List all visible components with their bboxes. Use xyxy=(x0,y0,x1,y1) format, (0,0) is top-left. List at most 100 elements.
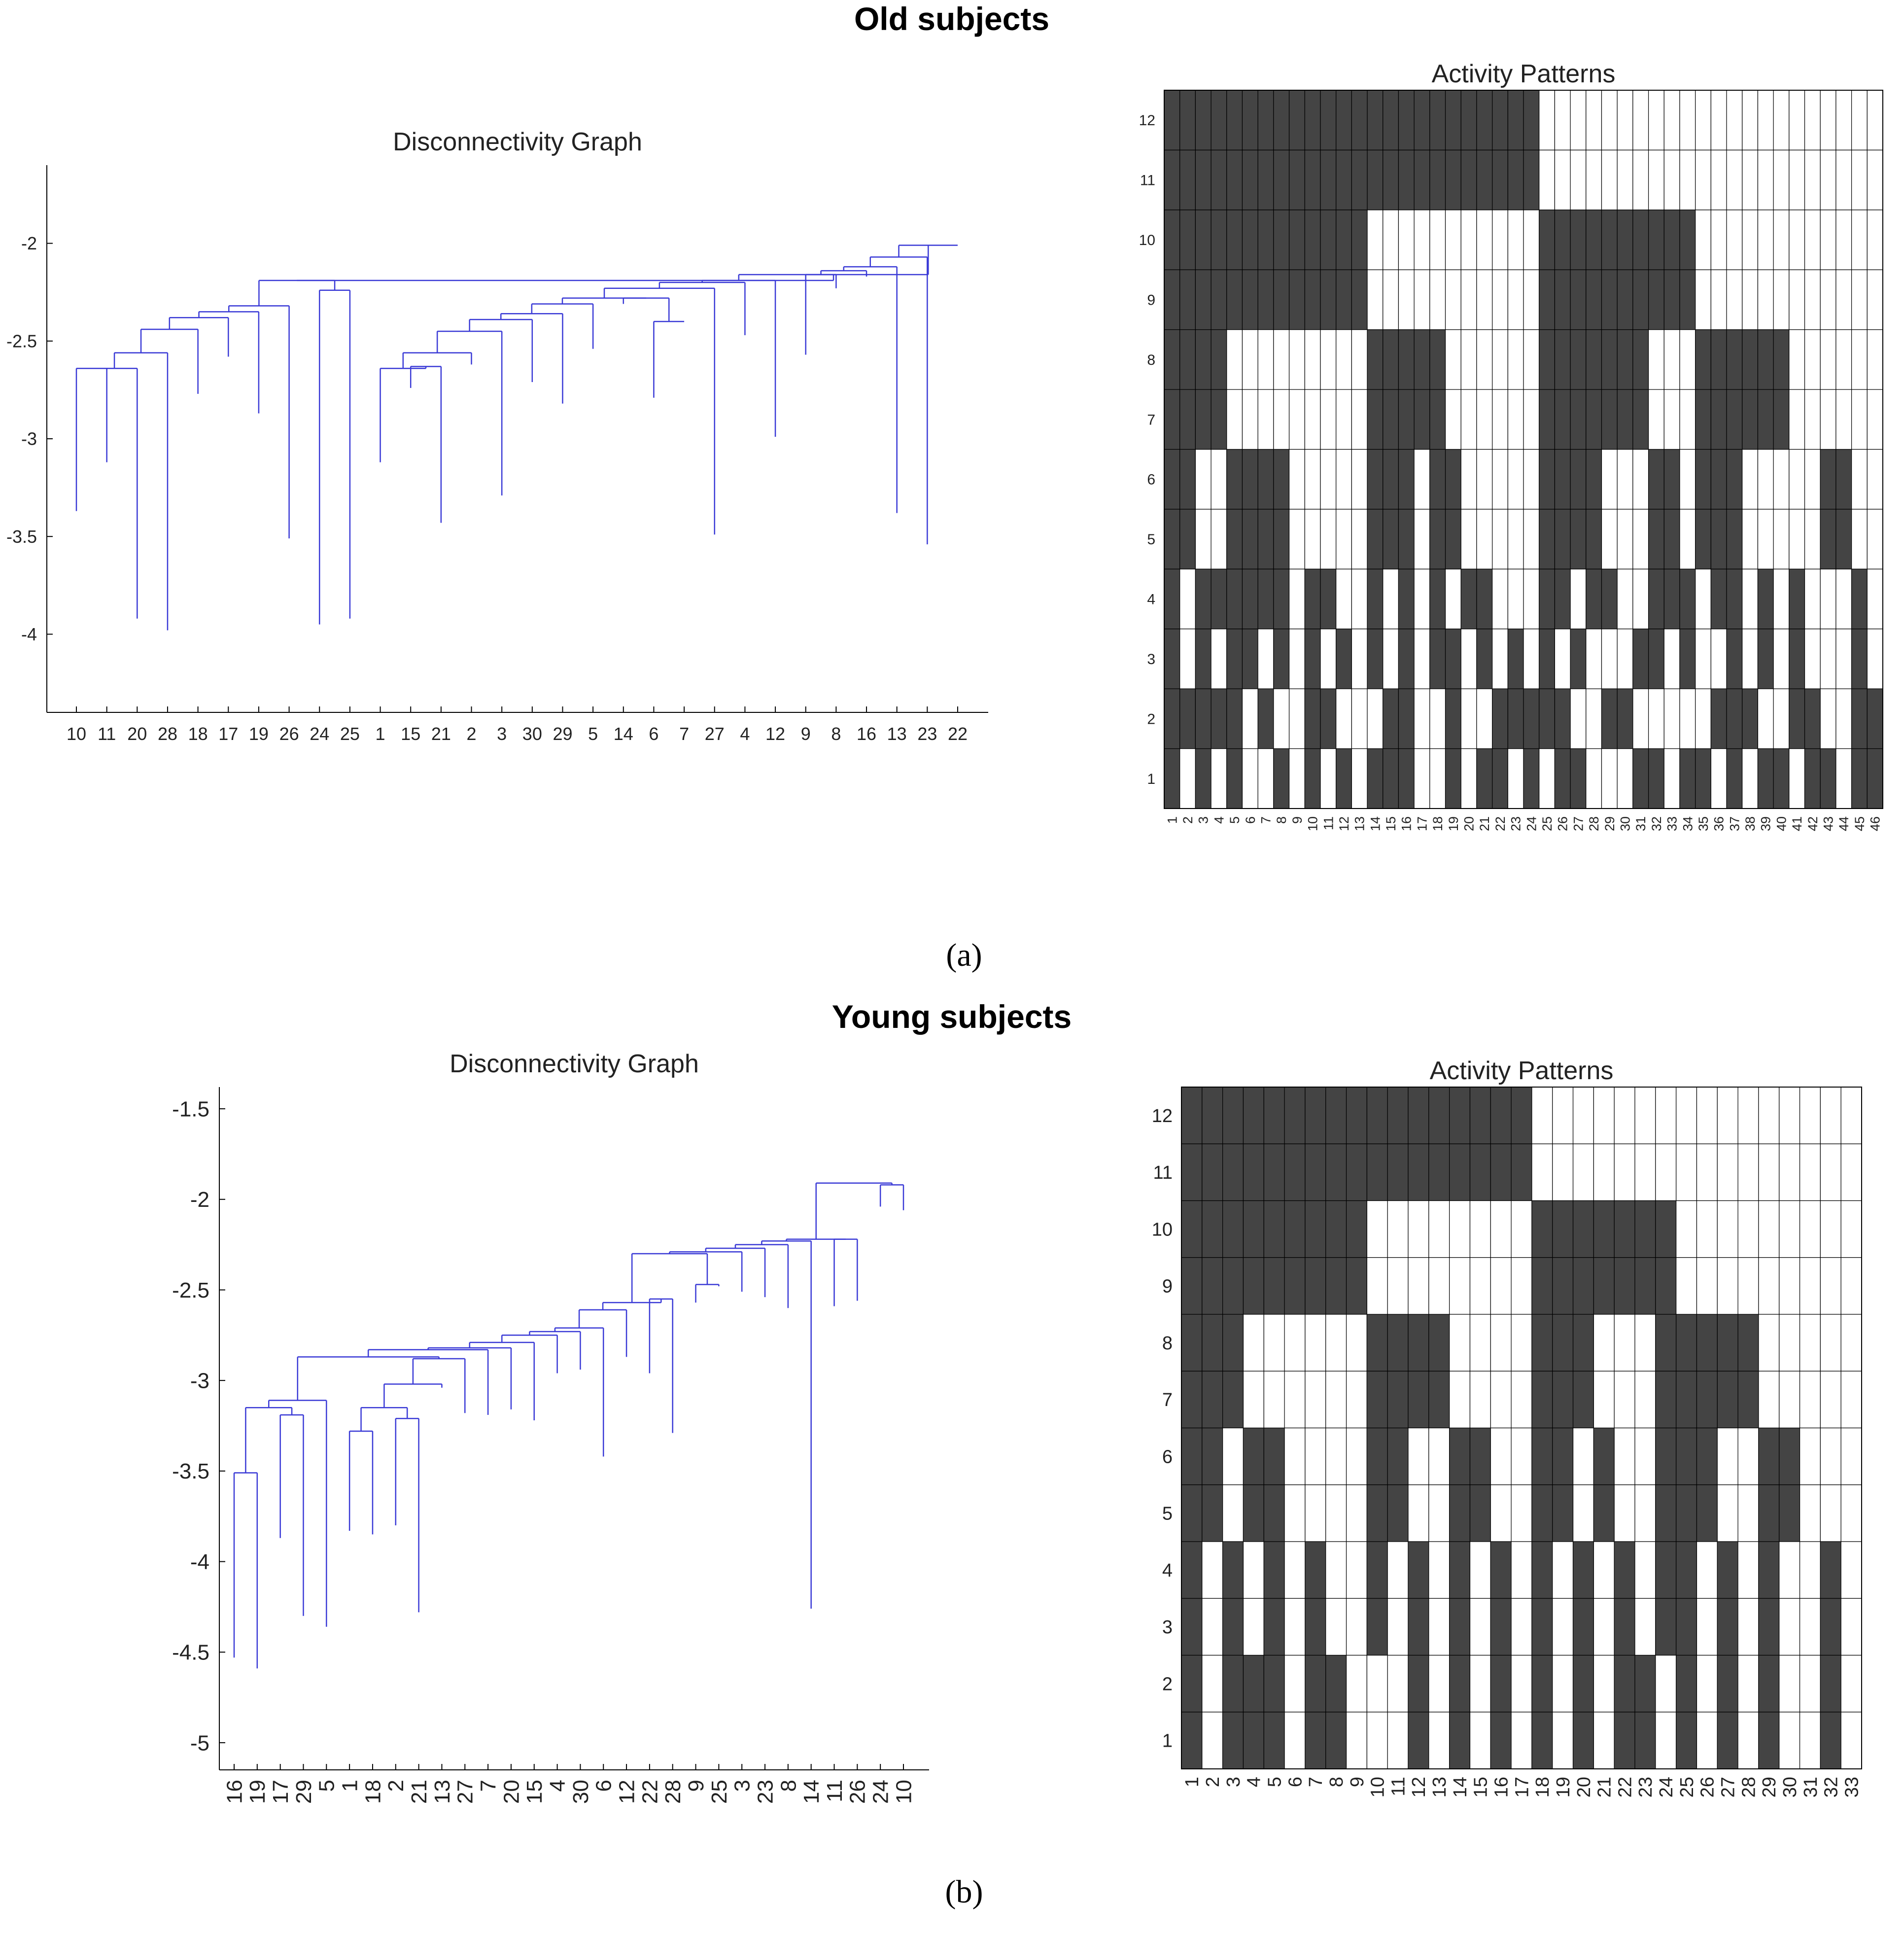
activity-cell xyxy=(1742,748,1759,809)
activity-cell xyxy=(1726,269,1743,330)
activity-cell xyxy=(1696,1654,1718,1713)
activity-cell xyxy=(1181,1143,1203,1201)
activity-cell xyxy=(1523,748,1540,809)
activity-cell xyxy=(1492,568,1508,630)
leaf-label: 30 xyxy=(569,1780,593,1804)
activity-cell xyxy=(1179,748,1196,809)
activity-cell xyxy=(1737,1541,1759,1599)
activity-cell xyxy=(1570,210,1587,270)
activity-cell xyxy=(1835,568,1852,630)
column-label: 4 xyxy=(1212,816,1226,824)
activity-cell xyxy=(1428,1427,1450,1485)
activity-cell xyxy=(1601,90,1618,151)
chart-title: Activity Patterns xyxy=(1432,60,1616,88)
activity-cell xyxy=(1398,509,1415,569)
activity-cell xyxy=(1179,389,1196,450)
column-label: 11 xyxy=(1321,816,1336,830)
activity-cell xyxy=(1195,269,1212,330)
y-tick-label: -2 xyxy=(190,1188,209,1212)
column-label: 18 xyxy=(1430,816,1445,831)
activity-cell xyxy=(1325,1427,1347,1485)
activity-cell xyxy=(1507,509,1524,569)
activity-cell xyxy=(1695,269,1711,330)
activity-cell xyxy=(1195,449,1212,510)
column-label: 1 xyxy=(1182,1777,1203,1787)
activity-cell xyxy=(1305,1371,1326,1429)
activity-cell xyxy=(1414,210,1430,270)
activity-cell xyxy=(1304,149,1321,211)
activity-cell xyxy=(1179,629,1196,689)
activity-cell xyxy=(1531,1484,1553,1542)
leaf-label: 17 xyxy=(218,724,238,744)
activity-cell xyxy=(1710,210,1727,270)
activity-cell xyxy=(1490,1654,1512,1713)
activity-cell xyxy=(1539,449,1555,510)
leaf-label: 5 xyxy=(315,1780,339,1792)
activity-cell xyxy=(1737,1200,1759,1258)
activity-cell xyxy=(1851,449,1868,510)
activity-cell xyxy=(1511,1371,1532,1429)
activity-cell xyxy=(1222,1143,1244,1201)
activity-cell xyxy=(1284,1314,1306,1372)
activity-cell xyxy=(1655,1143,1677,1201)
activity-cell xyxy=(1164,269,1180,330)
activity-cell xyxy=(1383,90,1399,151)
activity-cell xyxy=(1840,1257,1862,1315)
activity-cell xyxy=(1742,449,1759,510)
activity-cell xyxy=(1867,688,1883,749)
activity-cell xyxy=(1511,1712,1532,1769)
activity-cell xyxy=(1179,329,1196,390)
activity-cell xyxy=(1840,1143,1862,1201)
activity-cell xyxy=(1414,568,1430,630)
activity-cell xyxy=(1490,1314,1512,1372)
activity-cell xyxy=(1449,1200,1471,1258)
row-label: 6 xyxy=(1147,472,1155,488)
activity-cell xyxy=(1492,449,1508,510)
activity-cell xyxy=(1511,1314,1532,1372)
activity-cell xyxy=(1554,329,1571,390)
activity-cell xyxy=(1773,269,1790,330)
activity-cell xyxy=(1429,329,1446,390)
activity-cell xyxy=(1648,568,1664,630)
leaf-label: 13 xyxy=(887,724,907,744)
activity-cell xyxy=(1263,1087,1285,1144)
activity-cell xyxy=(1366,1257,1388,1315)
activity-cell xyxy=(1273,90,1290,151)
activity-cell xyxy=(1851,509,1868,569)
activity-cell xyxy=(1476,269,1493,330)
activity-cell xyxy=(1164,629,1180,689)
activity-cell xyxy=(1840,1484,1862,1542)
activity-cell xyxy=(1695,90,1711,151)
activity-cell xyxy=(1336,449,1352,510)
column-label: 3 xyxy=(1223,1777,1244,1787)
activity-cell xyxy=(1835,149,1852,211)
activity-cell xyxy=(1346,1484,1367,1542)
activity-cell xyxy=(1789,688,1805,749)
activity-cell xyxy=(1476,90,1493,151)
activity-cell xyxy=(1511,1143,1532,1201)
activity-cell xyxy=(1414,149,1430,211)
activity-cell xyxy=(1414,509,1430,569)
activity-cell xyxy=(1679,149,1696,211)
activity-cell xyxy=(1742,688,1759,749)
activity-cell xyxy=(1773,149,1790,211)
activity-cell xyxy=(1676,1143,1697,1201)
activity-cell xyxy=(1476,748,1493,809)
activity-cell xyxy=(1336,329,1352,390)
column-label: 27 xyxy=(1718,1777,1738,1797)
activity-cell xyxy=(1511,1087,1532,1144)
activity-cell xyxy=(1304,269,1321,330)
activity-cell xyxy=(1695,629,1711,689)
activity-cell xyxy=(1288,210,1305,270)
activity-cell xyxy=(1383,210,1399,270)
activity-cell xyxy=(1469,1314,1491,1372)
activity-cell xyxy=(1789,568,1805,630)
activity-cell xyxy=(1257,210,1274,270)
activity-cell xyxy=(1202,1654,1223,1713)
row-label: 12 xyxy=(1152,1106,1173,1126)
activity-cell xyxy=(1305,1484,1326,1542)
activity-cell xyxy=(1655,1087,1677,1144)
activity-cell xyxy=(1851,629,1868,689)
leaf-label: 4 xyxy=(546,1780,570,1792)
activity-cell xyxy=(1222,1598,1244,1656)
